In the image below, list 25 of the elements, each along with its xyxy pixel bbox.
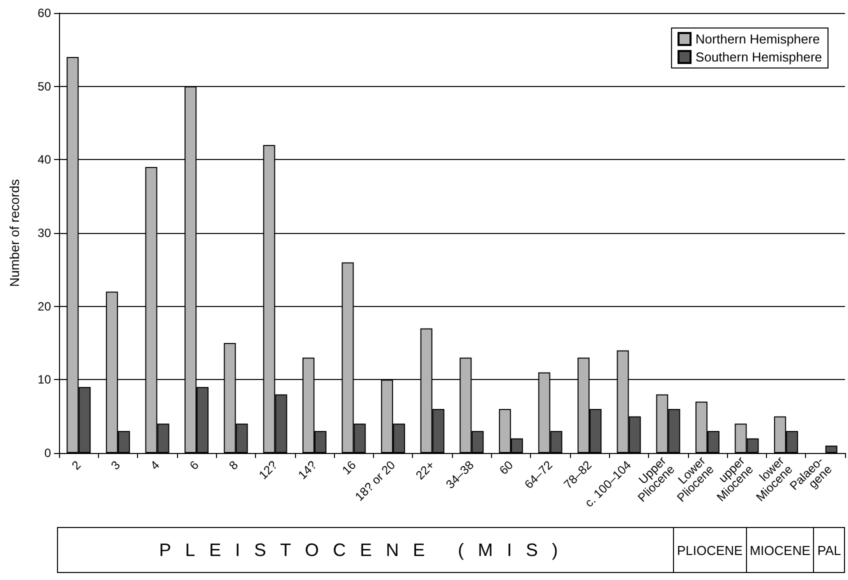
x-tick-label: 8 bbox=[226, 458, 242, 473]
x-tick-label: 2 bbox=[68, 458, 84, 473]
legend-label: Northern Hemisphere bbox=[696, 32, 820, 46]
bar bbox=[825, 446, 838, 453]
text: PLEISTOCENE (MIS) bbox=[58, 528, 674, 572]
y-tick-label: 0 bbox=[44, 446, 52, 460]
text: MIOCENE bbox=[746, 528, 814, 572]
text: PLIOCENE bbox=[673, 528, 746, 572]
y-axis-title: Number of records bbox=[7, 178, 22, 287]
y-tick-label: 60 bbox=[38, 6, 52, 20]
y-tick-label: 10 bbox=[38, 372, 52, 387]
x-tick-label: 6 bbox=[186, 458, 202, 473]
text: PAL bbox=[814, 528, 844, 572]
y-tick-label: 40 bbox=[38, 152, 52, 167]
x-tick-label: 22+ bbox=[413, 458, 438, 482]
y-tick-label: 20 bbox=[38, 299, 52, 314]
legend-label: Southern Hemisphere bbox=[696, 50, 822, 64]
x-tick-label: 16 bbox=[339, 458, 359, 478]
x-tick-label: 12? bbox=[256, 458, 280, 482]
x-tick-label: 3 bbox=[108, 458, 124, 473]
x-tick-label: 4 bbox=[148, 458, 162, 473]
y-tick-label: 30 bbox=[38, 226, 52, 240]
y-tick-label: 50 bbox=[38, 79, 52, 94]
x-tick-label: 14? bbox=[295, 458, 320, 482]
x-tick-label: 60 bbox=[496, 458, 516, 478]
